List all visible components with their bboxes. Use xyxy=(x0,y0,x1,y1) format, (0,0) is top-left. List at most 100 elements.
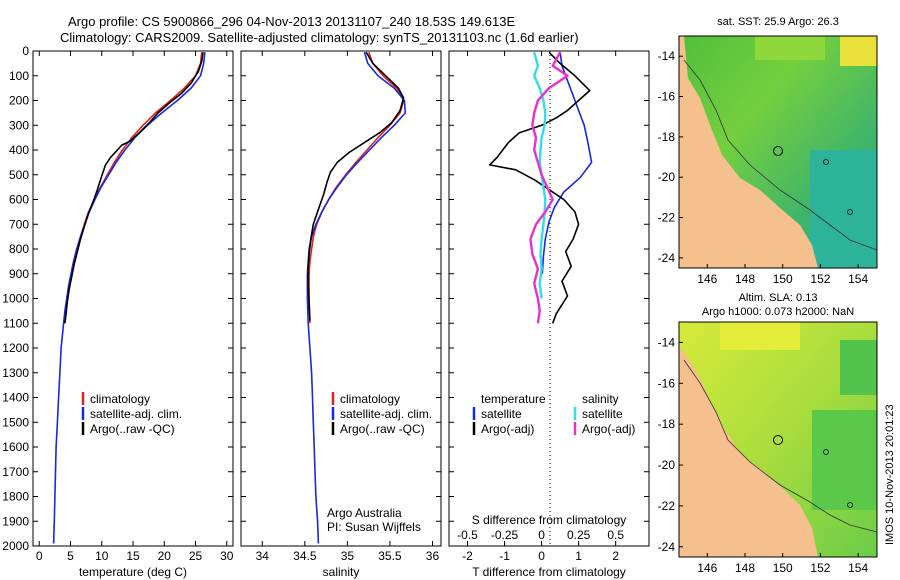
sla-contour xyxy=(683,359,877,533)
legend-salinity-title: salinity xyxy=(582,392,619,406)
legend-climatology-label: climatology xyxy=(340,392,400,406)
argo-location-marker xyxy=(773,146,783,156)
sla-low-patch xyxy=(812,410,877,510)
x-tick-label: 15 xyxy=(126,549,140,563)
sst-contour xyxy=(683,59,877,251)
depth-tick-label: 300 xyxy=(9,118,29,132)
legend-t-argo-label: Argo(-adj) xyxy=(481,422,534,436)
x-tick-label: 30 xyxy=(220,549,234,563)
depth-tick-label: 400 xyxy=(9,143,29,157)
series-line-temperature-satellite xyxy=(541,52,593,274)
series-line-temperature-argo-adj xyxy=(488,51,591,324)
sst-patch xyxy=(755,36,825,60)
x-tick-label: -2 xyxy=(462,549,473,563)
lat-tick-label: -14 xyxy=(658,335,676,349)
pi-note: PI: Susan Wijffels xyxy=(327,520,421,534)
x-tick-label: 5 xyxy=(67,549,74,563)
difference-panel: -2 -1 0 1 2 -0.5 -0.25 0 0.25 0.5 S difference f… xyxy=(448,50,650,579)
x-tick-label: 25 xyxy=(189,549,203,563)
salinity-panel: 34 34.5 35 35.5 36 salinity climatology sate… xyxy=(240,50,442,579)
lon-tick-label: 146 xyxy=(697,561,717,575)
depth-axis: 0 100 200 300 400 500 600 700 800 900 1000 1100 1200… xyxy=(2,44,649,553)
sla-lat-axis: -14 -16 -18 -20 -22 -24 xyxy=(658,335,683,554)
lat-tick-label: -22 xyxy=(658,499,676,513)
sla-map-title-1: Altim. SLA: 0.13 xyxy=(739,292,818,304)
legend-satellite-label: satellite-adj. clim. xyxy=(90,407,182,421)
lon-tick-label: 154 xyxy=(848,272,868,286)
sst-map-title: sat. SST: 25.9 Argo: 26.3 xyxy=(717,16,839,28)
lon-tick-label: 146 xyxy=(697,272,717,286)
lat-tick-label: -18 xyxy=(658,417,676,431)
sla-low-patch xyxy=(840,340,877,395)
temperature-x-label: temperature (deg C) xyxy=(79,565,187,579)
depth-tick-label: 1100 xyxy=(3,316,29,330)
lat-tick-label: -16 xyxy=(658,90,676,104)
lat-tick-label: -24 xyxy=(658,540,676,554)
depth-tick-label: 200 xyxy=(9,94,29,108)
depth-tick-label: 1500 xyxy=(2,415,29,429)
series-line-salinity-argo-adj xyxy=(529,51,569,324)
reef-outline xyxy=(847,209,853,215)
legend-t-satellite-label: satellite xyxy=(481,407,522,421)
depth-tick-label: 0 xyxy=(22,44,29,58)
lon-tick-label: 150 xyxy=(773,272,793,286)
series-line-satellite-adj-clim xyxy=(306,51,407,544)
salinity-legend: climatology satellite-adj. clim. Argo(..… xyxy=(331,392,432,436)
x-tick-label: 10 xyxy=(95,549,109,563)
legend-s-satellite-label: satellite xyxy=(582,407,623,421)
salinity-axes-frame xyxy=(240,50,442,547)
x-tick-label: 34.5 xyxy=(293,549,317,563)
reef-outline xyxy=(823,449,829,455)
sst-warm-patch xyxy=(840,36,877,66)
series-line-satellite-adj-clim xyxy=(52,52,206,544)
sst-lat-axis: -14 -16 -18 -20 -22 -24 xyxy=(658,49,683,265)
sst-land xyxy=(679,36,818,268)
lon-tick-label: 148 xyxy=(735,561,755,575)
sla-lon-axis: 146 148 150 152 154 xyxy=(697,553,868,575)
s-tick-label: 0 xyxy=(538,528,545,542)
difference-series xyxy=(488,51,593,324)
lon-tick-label: 148 xyxy=(735,272,755,286)
s-tick-label: 0.25 xyxy=(567,528,591,542)
sla-map-field xyxy=(679,322,877,557)
x-tick-label: 0 xyxy=(538,549,545,563)
depth-tick-label: 600 xyxy=(9,193,29,207)
lat-tick-label: -14 xyxy=(658,49,676,63)
argo-location-marker xyxy=(773,435,783,445)
x-tick-label: 2 xyxy=(612,549,619,563)
legend-s-argo-label: Argo(-adj) xyxy=(582,422,635,436)
lon-tick-label: 152 xyxy=(810,272,830,286)
legend-satellite-label: satellite-adj. clim. xyxy=(340,407,432,421)
sla-map-panel: Altim. SLA: 0.13 Argo h1000: 0.073 h2000… xyxy=(658,292,878,575)
sla-map-frame xyxy=(678,321,878,558)
depth-tick-label: 700 xyxy=(9,217,29,231)
reef-outline xyxy=(847,502,853,508)
x-tick-label: 1 xyxy=(575,549,582,563)
agency-note: Argo Australia xyxy=(327,506,402,520)
legend-climatology-label: climatology xyxy=(90,392,150,406)
salinity-x-axis: 34 34.5 35 35.5 36 xyxy=(256,51,439,563)
lat-tick-label: -18 xyxy=(658,130,676,144)
depth-tick-label: 900 xyxy=(9,267,29,281)
lat-tick-label: -22 xyxy=(658,211,676,225)
sla-map-title-2: Argo h1000: 0.073 h2000: NaN xyxy=(702,306,854,318)
salinity-x-label: salinity xyxy=(323,565,360,579)
x-tick-label: 34 xyxy=(256,549,270,563)
title-line-2: Climatology: CARS2009. Satellite-adjuste… xyxy=(60,30,579,45)
temperature-legend: climatology satellite-adj. clim. Argo(..… xyxy=(81,392,182,436)
depth-tick-label: 1300 xyxy=(2,366,29,380)
salinity-series xyxy=(306,51,407,544)
lon-tick-label: 152 xyxy=(810,561,830,575)
sst-map-panel: sat. SST: 25.9 Argo: 26.3 xyxy=(658,16,878,286)
temperature-series xyxy=(52,52,206,544)
difference-legend: temperature satellite Argo(-adj) salinit… xyxy=(472,392,635,436)
sla-land xyxy=(679,345,818,557)
depth-tick-label: 1200 xyxy=(2,341,29,355)
lat-tick-label: -20 xyxy=(658,458,676,472)
lon-tick-label: 150 xyxy=(773,561,793,575)
imos-watermark: IMOS 10-Nov-2013 20:01:23 xyxy=(884,404,896,545)
x-tick-label: -1 xyxy=(499,549,510,563)
s-difference-axis: -0.5 -0.25 0 0.25 0.5 xyxy=(457,528,624,542)
depth-tick-label: 1900 xyxy=(2,514,29,528)
lat-tick-label: -24 xyxy=(658,251,676,265)
